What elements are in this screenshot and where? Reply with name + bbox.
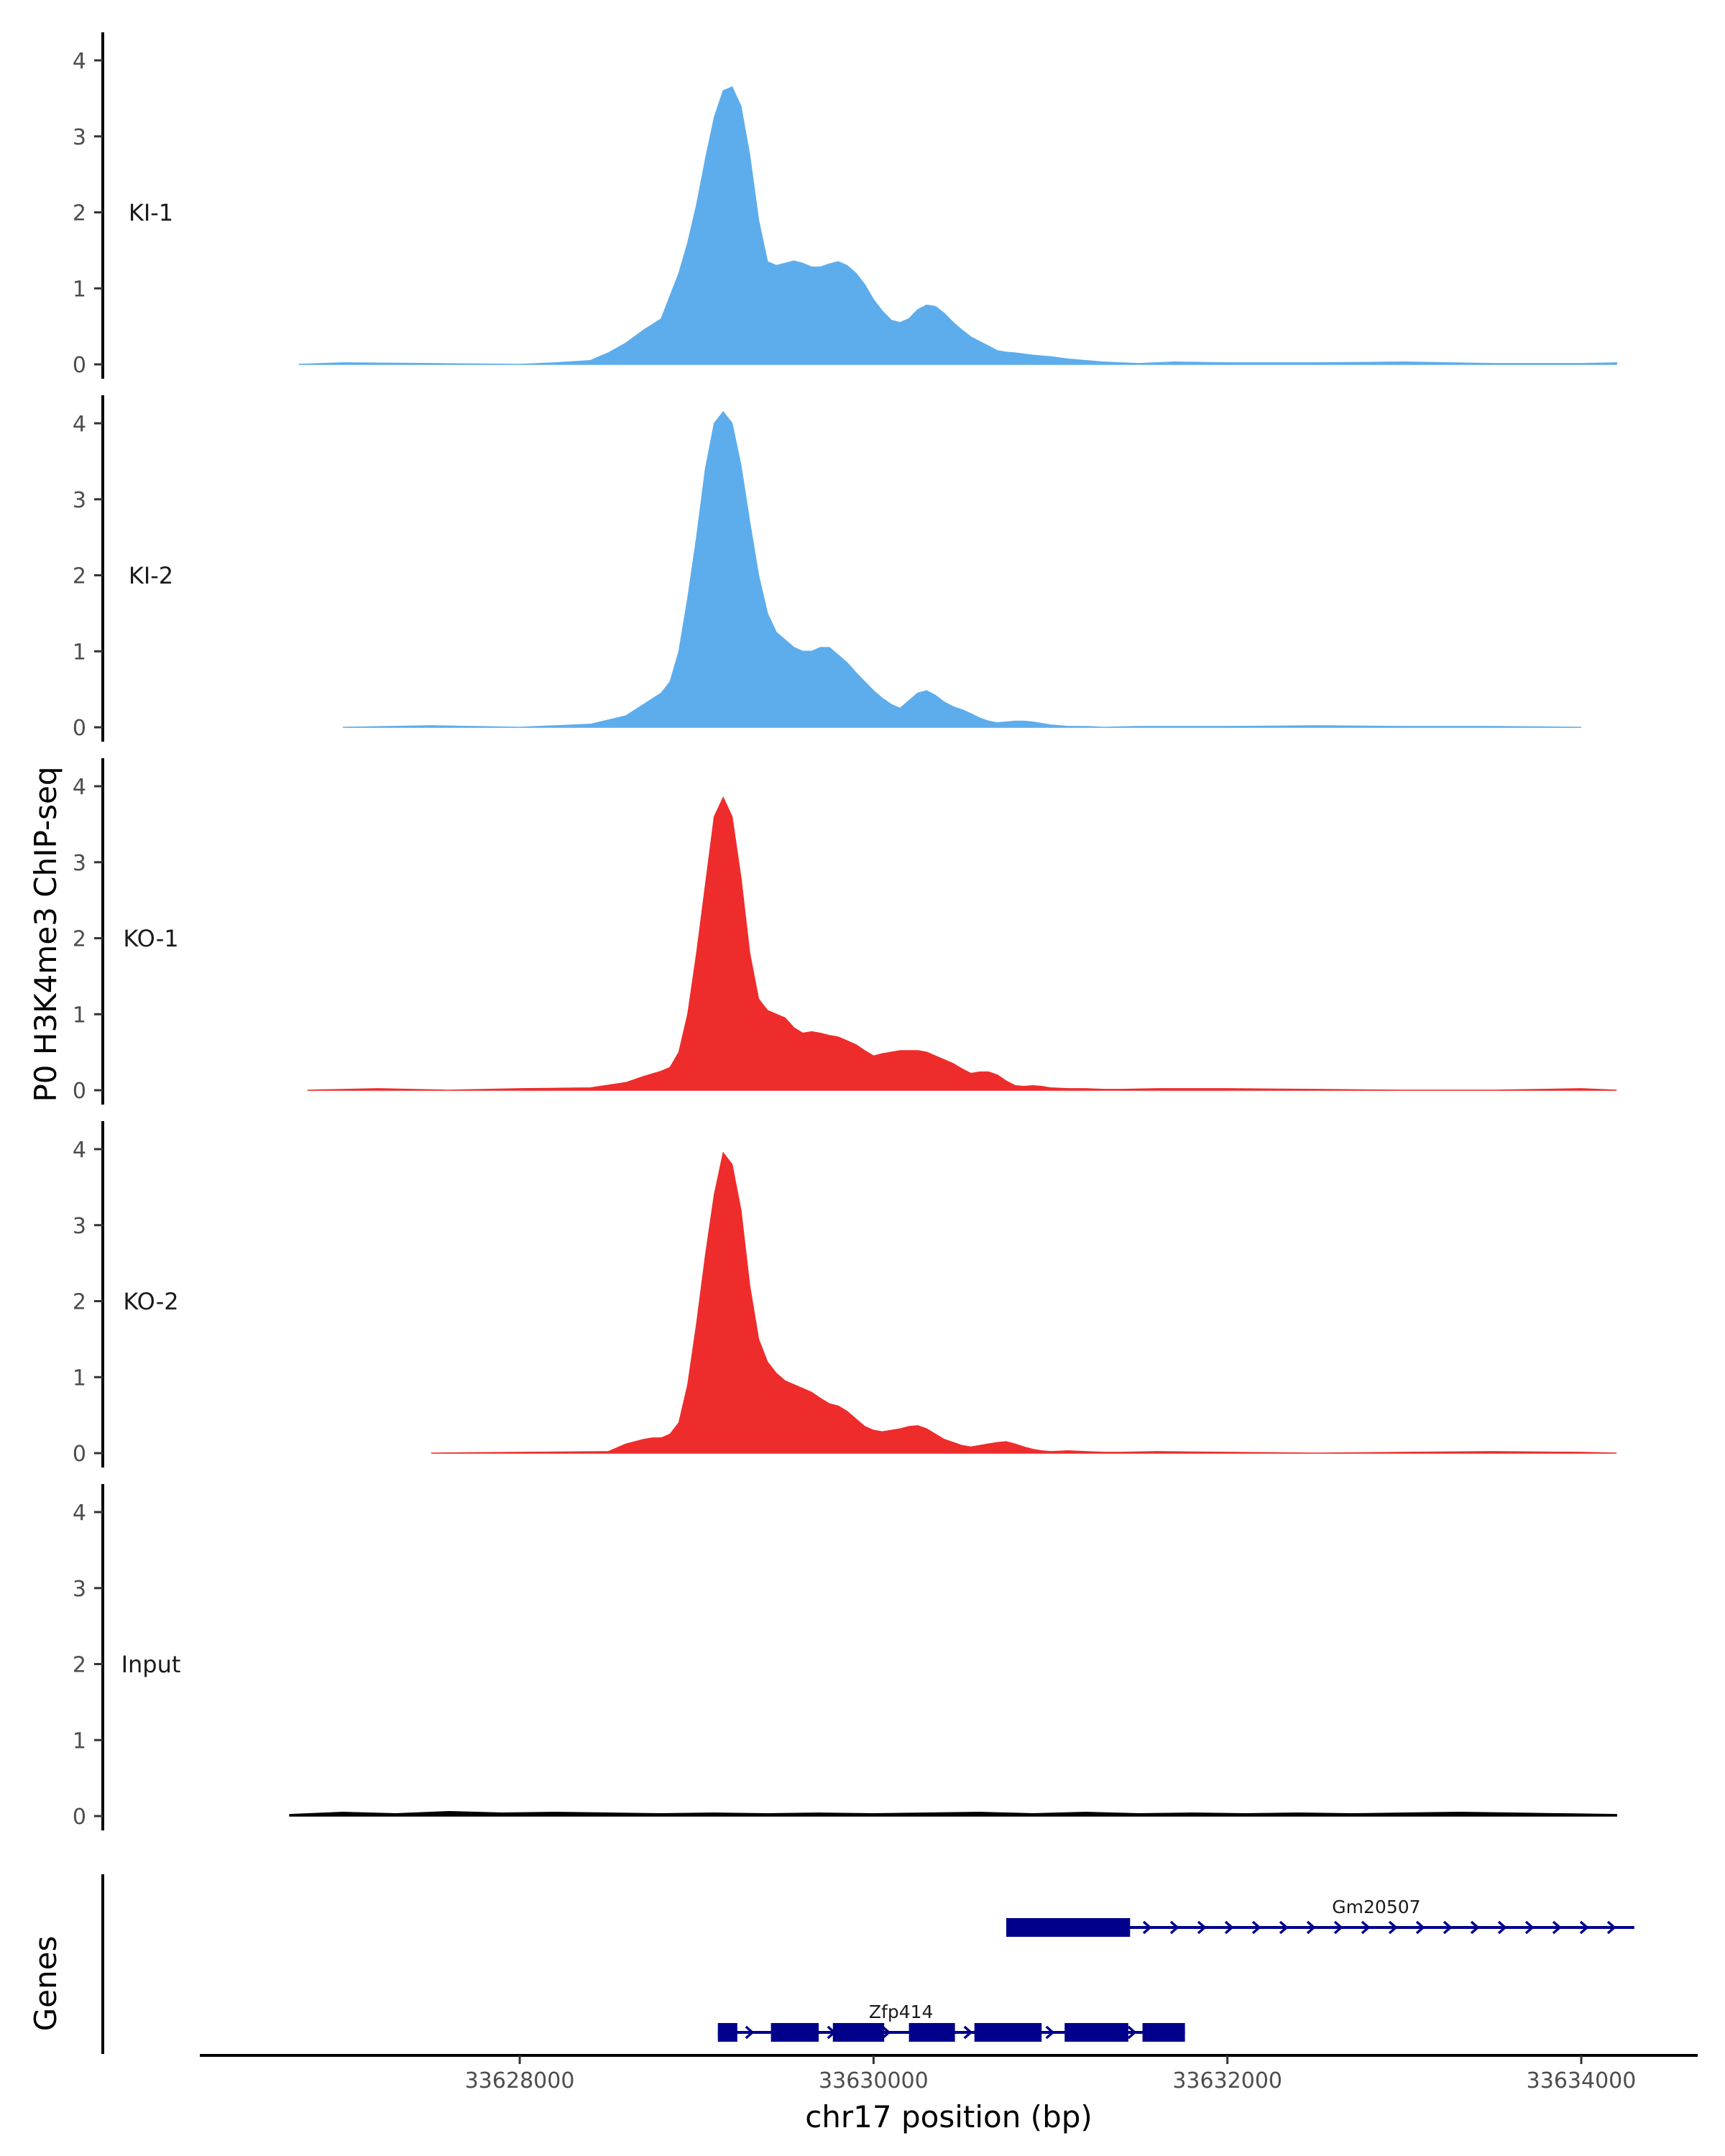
- strand-arrow: [881, 2025, 891, 2040]
- y-tick-label: 2: [73, 1653, 86, 1678]
- y-tick-label: 0: [73, 353, 86, 378]
- strand-arrow: [1251, 1920, 1261, 1935]
- y-tick-label: 3: [73, 1214, 86, 1239]
- y-tick-label: 1: [73, 277, 86, 302]
- y-tick-label: 0: [73, 1805, 86, 1830]
- y-tick-label: 0: [73, 1442, 86, 1467]
- gene-zfp414: Zfp414: [717, 2001, 1185, 2042]
- y-axis-title: P0 H3K4me3 ChIP-seq: [28, 766, 63, 1102]
- x-axis: 33628000 33630000 33632000 33634000: [200, 2054, 1698, 2093]
- y-tick-label: 4: [73, 412, 86, 437]
- strand-arrow: [1306, 1920, 1316, 1935]
- track-label: KO-1: [123, 925, 178, 952]
- gene-annotation-track: Zfp414 Gm20507: [101, 1874, 1634, 2054]
- y-tick-label: 2: [73, 564, 86, 589]
- strand-arrow: [1552, 1920, 1562, 1935]
- strand-arrow: [1579, 1920, 1589, 1935]
- strand-arrow: [1142, 1920, 1152, 1935]
- coverage-area-ki-1: [298, 86, 1617, 365]
- gene-exon: [770, 2023, 819, 2042]
- strand-arrow: [1388, 1920, 1398, 1935]
- gene-gm20507: Gm20507: [1006, 1897, 1634, 1937]
- strand-arrow: [1224, 1920, 1234, 1935]
- strand-arrow: [1279, 1920, 1289, 1935]
- y-tick-label: 2: [73, 927, 86, 952]
- gene-exon: [1064, 2023, 1128, 2042]
- strand-arrow: [1361, 1920, 1371, 1935]
- track-input: 0 1 2 3 4 Input: [73, 1484, 1617, 1830]
- x-tick-label: 33632000: [1172, 2068, 1282, 2093]
- y-tick-label: 3: [73, 125, 86, 150]
- y-tick-label: 2: [73, 201, 86, 226]
- gene-exon: [1006, 1918, 1131, 1937]
- y-tick-label: 2: [73, 1290, 86, 1315]
- track-label: KI-2: [129, 562, 173, 589]
- y-tick-label: 3: [73, 851, 86, 876]
- strand-arrow: [1333, 1920, 1343, 1935]
- strand-arrow: [1197, 1920, 1207, 1935]
- y-tick-label: 4: [73, 49, 86, 74]
- gene-exon: [832, 2023, 885, 2042]
- strand-arrow: [1497, 1920, 1507, 1935]
- track-ki-1: 0 1 2 3 4 KI-1: [73, 32, 1617, 379]
- gene-exon: [717, 2023, 737, 2042]
- track-label: Input: [121, 1651, 181, 1678]
- y-tick-label: 4: [73, 1501, 86, 1526]
- y-tick-label: 3: [73, 488, 86, 513]
- y-tick-label: 3: [73, 1577, 86, 1602]
- strand-arrow: [1470, 1920, 1480, 1935]
- gene-exon: [1142, 2023, 1185, 2042]
- y-tick-label: 4: [73, 1138, 86, 1163]
- gene-label: Gm20507: [1332, 1897, 1420, 1917]
- strand-arrow: [745, 2025, 755, 2040]
- strand-arrow: [1606, 1920, 1616, 1935]
- x-axis-title: chr17 position (bp): [805, 2099, 1092, 2134]
- coverage-tracks: 0 1 2 3 4 KI-1 0 1 2 3 4 KI-2 0 1 2 3 4 KO-1 0 1 2 3 4 KO-2 0 1 2 3…: [73, 32, 1617, 1830]
- y-tick-label: 0: [73, 716, 86, 741]
- y-tick-label: 1: [73, 1365, 86, 1391]
- x-tick-label: 33628000: [465, 2068, 575, 2093]
- strand-arrow: [1045, 2025, 1055, 2040]
- track-ko-1: 0 1 2 3 4 KO-1: [73, 758, 1617, 1105]
- x-tick-label: 33630000: [819, 2068, 929, 2093]
- track-ko-2: 0 1 2 3 4 KO-2: [73, 1121, 1617, 1468]
- strand-arrow: [1127, 2025, 1137, 2040]
- genes-axis-title: Genes: [28, 1936, 63, 2032]
- gene-exon: [908, 2023, 955, 2042]
- strand-arrow: [1524, 1920, 1535, 1935]
- x-tick-label: 33634000: [1527, 2068, 1637, 2093]
- track-ki-2: 0 1 2 3 4 KI-2: [73, 395, 1582, 742]
- track-label: KI-1: [129, 199, 173, 226]
- coverage-area-input: [289, 1810, 1617, 1817]
- coverage-area-ko-2: [431, 1151, 1617, 1454]
- y-tick-label: 1: [73, 640, 86, 665]
- gene-label: Zfp414: [869, 2001, 934, 2022]
- gene-exon: [974, 2023, 1042, 2042]
- y-tick-label: 0: [73, 1079, 86, 1104]
- strand-arrow: [1415, 1920, 1425, 1935]
- strand-arrow: [963, 2025, 973, 2040]
- coverage-area-ko-1: [307, 796, 1617, 1091]
- y-tick-label: 4: [73, 775, 86, 800]
- coverage-area-ki-2: [342, 410, 1582, 728]
- track-label: KO-2: [123, 1288, 178, 1315]
- y-tick-label: 1: [73, 1003, 86, 1028]
- strand-arrow: [1443, 1920, 1453, 1935]
- y-tick-label: 1: [73, 1728, 86, 1754]
- strand-arrow: [1169, 1920, 1179, 1935]
